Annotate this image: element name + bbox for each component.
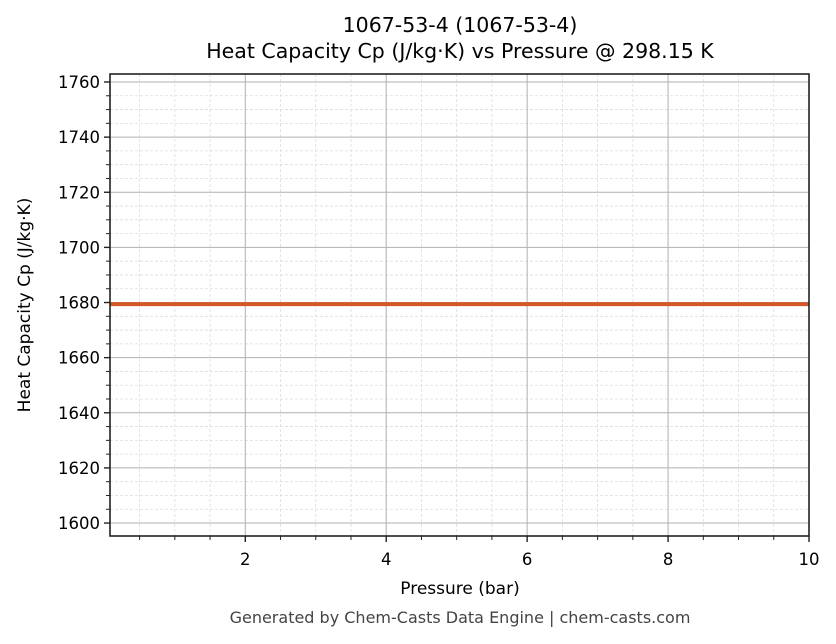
x-tick-label: 6 [522,550,533,569]
y-tick-label: 1760 [58,73,100,92]
y-tick-label: 1700 [58,238,100,257]
chart-subtitle: Heat Capacity Cp (J/kg·K) vs Pressure @ … [206,39,714,63]
x-tick-labels: 2 4 6 8 10 [240,550,819,569]
x-tick-label: 8 [663,550,674,569]
x-tick-label: 10 [799,550,820,569]
y-tick-label: 1680 [58,294,100,313]
y-tick-label: 1640 [58,404,100,423]
y-tick-label: 1740 [58,128,100,147]
y-tick-label: 1660 [58,349,100,368]
x-axis-label: Pressure (bar) [400,579,519,599]
y-tick-labels: 1600 1620 1640 1660 1680 1700 1720 1740 1760 [58,73,100,533]
y-tick-label: 1620 [58,459,100,478]
footer-credit: Generated by Chem-Casts Data Engine | ch… [229,608,691,627]
y-tick-label: 1600 [58,514,100,533]
x-tick-label: 4 [381,550,392,569]
chart-title: 1067-53-4 (1067-53-4) [342,13,578,37]
x-tick-label: 2 [240,550,251,569]
plot-frame [109,73,810,537]
y-tick-label: 1720 [58,183,100,202]
y-axis-label: Heat Capacity Cp (J/kg·K) [15,198,35,413]
axis-ticks [104,81,810,542]
